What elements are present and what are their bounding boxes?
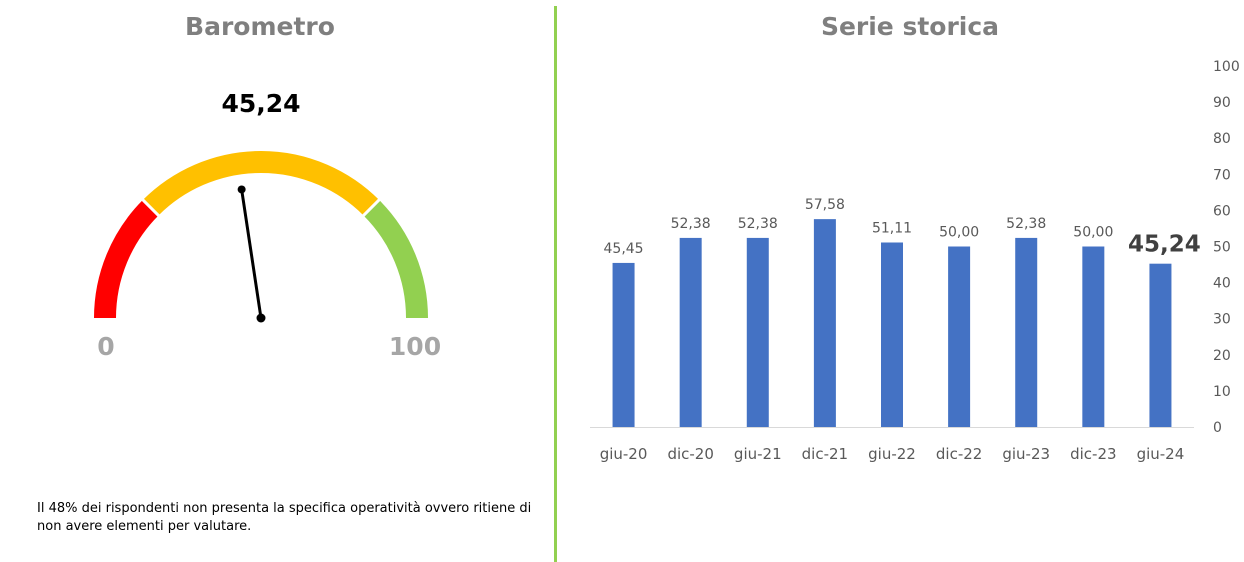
gauge-needle-pivot [256,313,266,323]
x-tick-label-dic-20: dic-20 [667,445,713,463]
data-label-giu-24: 45,24 [1128,232,1201,258]
x-tick-label-giu-22: giu-22 [868,445,916,463]
x-tick-label-giu-21: giu-21 [734,445,782,463]
data-label-giu-21: 52,38 [738,216,778,232]
bar-giu-22 [881,242,903,427]
data-label-giu-20: 45,45 [604,241,644,257]
y-tick-label-10: 10 [1213,384,1231,400]
gauge-band-2 [142,151,380,216]
data-label-dic-22: 50,00 [939,225,979,241]
x-tick-label-dic-21: dic-21 [802,445,848,463]
bar-dic-22 [948,246,971,427]
y-tick-label-30: 30 [1213,312,1231,328]
y-tick-label-0: 0 [1213,420,1222,436]
y-tick-label-40: 40 [1213,276,1231,292]
gauge-needle-tip [237,185,246,194]
footnote: Il 48% dei rispondenti non presenta la s… [37,501,532,534]
x-tick-label-giu-20: giu-20 [600,445,648,463]
x-tick-label-dic-23: dic-23 [1070,445,1116,463]
bar-dic-20 [679,237,702,427]
section-divider [554,6,557,562]
x-tick-label-giu-23: giu-23 [1002,445,1050,463]
gauge-band-separator [141,198,161,218]
gauge-min-label: 0 [97,332,114,361]
serie-storica-title: Serie storica [820,12,1000,41]
gauge-max-label: 100 [389,332,441,361]
y-tick-label-50: 50 [1213,240,1231,256]
x-tick-label-giu-24: giu-24 [1137,445,1185,463]
data-label-dic-23: 50,00 [1073,225,1113,241]
gauge-band-3 [363,199,428,319]
gauge-band-1 [94,199,159,319]
bar-giu-21 [746,237,769,427]
barometro-title: Barometro [185,12,335,41]
gauge-band-separator [361,198,381,218]
y-tick-label-20: 20 [1213,348,1231,364]
data-label-giu-22: 51,11 [872,220,912,236]
bar-dic-23 [1082,246,1105,427]
bar-dic-21 [813,219,836,427]
data-label-dic-20: 52,38 [671,216,711,232]
y-tick-label-100: 100 [1213,59,1240,75]
bar-giu-23 [1015,237,1038,427]
x-tick-label-dic-22: dic-22 [936,445,982,463]
y-tick-label-60: 60 [1213,203,1231,219]
data-label-giu-23: 52,38 [1006,216,1046,232]
gauge-value-label: 45,24 [221,89,300,118]
data-label-dic-21: 57,58 [805,197,845,213]
y-tick-label-80: 80 [1213,131,1231,147]
gauge-chart: 45,24 0 100 [94,89,441,361]
y-tick-label-70: 70 [1213,167,1231,183]
bar-giu-20 [612,262,635,427]
bar-giu-24 [1149,263,1172,427]
gauge-needle [240,189,263,319]
y-tick-label-90: 90 [1213,95,1231,111]
